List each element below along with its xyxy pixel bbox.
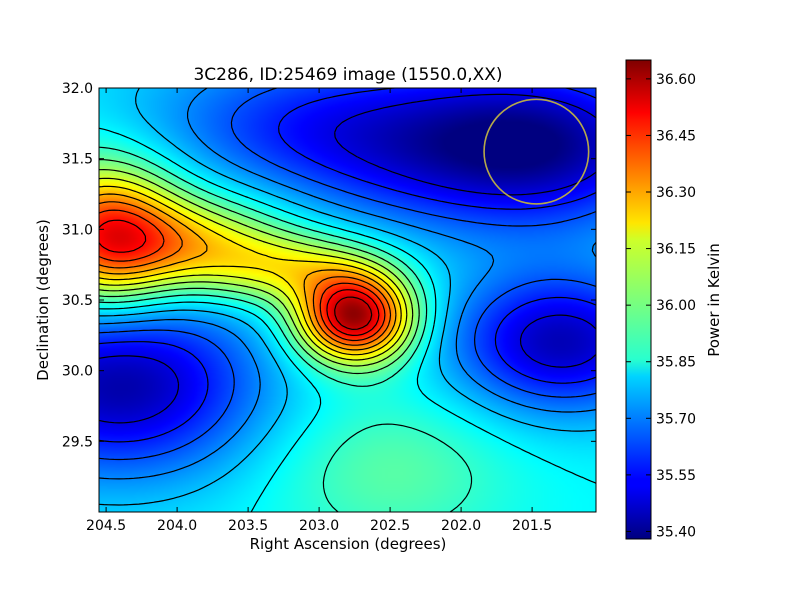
colorbar-label: Power in Kelvin (705, 243, 723, 357)
contour-line (99, 127, 596, 512)
y-tick-label: 31.5 (62, 152, 93, 168)
contour-line (99, 88, 596, 480)
x-tick-label: 203.0 (299, 518, 339, 534)
colorbar-tick-label: 36.15 (656, 242, 696, 258)
y-tick-label: 32.0 (62, 81, 93, 97)
x-tick-label: 204.5 (86, 518, 126, 534)
x-axis-label: Right Ascension (degrees) (250, 535, 447, 553)
contour-line (99, 185, 402, 356)
colorbar-tick-label: 36.30 (656, 185, 696, 201)
contour-line (99, 169, 414, 367)
contour-line (99, 88, 596, 506)
x-tick-label: 204.0 (157, 518, 197, 534)
contour-lines (99, 88, 596, 512)
contour-line (99, 193, 397, 351)
contour-line (99, 159, 420, 375)
colorbar-ticks: 35.40 35.55 35.70 35.85 36.00 36.15 36.30 36.45… (626, 72, 696, 540)
y-axis-ticks: 29.5 30.0 30.5 31.0 31.5 32.0 (62, 81, 596, 450)
contour-line (334, 296, 373, 330)
colorbar (625, 59, 652, 540)
colorbar-tick-label: 35.70 (656, 411, 696, 427)
heatmap-image (99, 88, 596, 512)
beam-circle (483, 98, 590, 205)
colorbar-tick-label: 36.60 (656, 72, 696, 88)
contour-line (99, 88, 596, 443)
contour-line (99, 209, 386, 342)
x-tick-label: 202.0 (441, 518, 481, 534)
y-tick-label: 31.0 (62, 222, 93, 238)
x-tick-label: 203.5 (228, 518, 268, 534)
contour-line (99, 219, 380, 336)
heatmap-plot (99, 88, 596, 512)
colorbar-tick-label: 35.55 (656, 468, 696, 484)
contour-line (99, 201, 392, 346)
y-tick-label: 30.5 (62, 293, 93, 309)
y-tick-label: 29.5 (62, 434, 93, 450)
colorbar-tick-label: 35.85 (656, 355, 696, 371)
y-tick-label: 30.0 (62, 364, 93, 380)
x-tick-label: 202.5 (370, 518, 410, 534)
y-axis-label: Declination (degrees) (34, 219, 52, 381)
contour-line (99, 146, 473, 512)
contour-line (99, 93, 596, 424)
x-tick-label: 201.5 (512, 518, 552, 534)
contour-line (99, 88, 596, 461)
chart-title: 3C286, ID:25469 image (1550.0,XX) (193, 65, 502, 85)
colorbar-tick-label: 35.40 (656, 524, 696, 540)
colorbar-tick-label: 36.45 (656, 128, 696, 144)
contour-line (99, 177, 408, 361)
x-axis-ticks: 204.5 204.0 203.5 203.0 202.5 202.0 201.5 (86, 88, 552, 534)
colorbar-tick-label: 36.00 (656, 298, 696, 314)
